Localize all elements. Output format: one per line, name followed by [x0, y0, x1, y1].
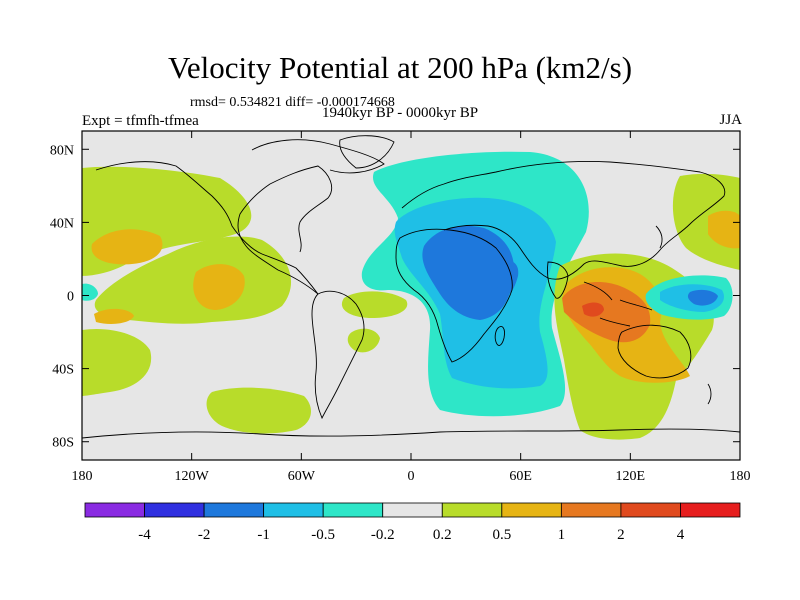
colorbar-swatch — [680, 502, 741, 518]
colorbar-swatch — [620, 502, 681, 518]
lat-tick-label: 80N — [50, 143, 74, 158]
colorbar-swatch — [441, 502, 503, 518]
lon-tick-label: 60W — [288, 469, 316, 484]
colorbar-level-label: -0.2 — [371, 527, 395, 543]
colorbar-level-label: 2 — [617, 527, 625, 543]
colorbar-swatch — [144, 502, 205, 518]
contour-southern-positive — [206, 387, 311, 434]
colorbar-level-label: -0.5 — [311, 527, 335, 543]
colorbar-swatch — [263, 502, 324, 518]
experiment-label: Expt = tfmfh-tfmea — [82, 113, 199, 129]
colorbar-swatch — [203, 502, 265, 518]
map-title: Velocity Potential at 200 hPa (km2/s) — [167, 50, 633, 85]
colorbar: -4 -2 -1 -0.5 -0.2 0.2 0.5 1 2 4 — [84, 502, 741, 543]
colorbar-swatch — [322, 502, 384, 518]
contour-indopacific-red — [582, 302, 604, 317]
lon-tick-label: 60E — [509, 469, 532, 484]
contour-africa-blue — [422, 225, 515, 320]
contour-wpacific-blue — [687, 289, 718, 306]
colorbar-level-label: 0.5 — [492, 527, 511, 543]
lat-tick-label: 40S — [52, 363, 74, 378]
longitude-axis: 180 120W 60W 0 60E 120E 180 — [72, 131, 751, 484]
lon-tick-label: 120W — [175, 469, 210, 484]
contour-npacific-orange — [91, 229, 163, 265]
colorbar-level-label: -4 — [138, 527, 151, 543]
colorbar-swatch — [560, 502, 622, 518]
contour-spacific-positive — [82, 328, 152, 396]
contour-field — [82, 131, 740, 460]
stats-text: rmsd= 0.534821 diff= -0.000174668 — [190, 95, 395, 110]
lat-tick-label: 0 — [67, 290, 74, 305]
contour-dateline-negative — [82, 283, 98, 301]
contour-epacific-orange — [193, 264, 245, 310]
contour-indopacific-darkorange — [562, 282, 651, 343]
colorbar-swatch — [84, 502, 145, 518]
period-label: 1940kyr BP - 0000kyr BP — [322, 105, 479, 121]
colorbar-level-label: -2 — [198, 527, 211, 543]
latitude-axis: 80N 40N 0 40S 80S — [50, 143, 740, 451]
lon-tick-label: 180 — [730, 469, 751, 484]
lat-tick-label: 40N — [50, 216, 74, 231]
colorbar-swatch — [501, 502, 562, 518]
contour-nwpacific-orange — [708, 210, 740, 249]
contour-epacific-positive — [94, 236, 292, 324]
lon-tick-label: 120E — [616, 469, 646, 484]
season-label: JJA — [719, 112, 742, 128]
lat-tick-label: 80S — [52, 436, 74, 451]
lon-tick-label: 0 — [408, 469, 415, 484]
colorbar-level-label: 1 — [558, 527, 566, 543]
colorbar-swatch — [382, 502, 443, 518]
lon-tick-label: 180 — [72, 469, 93, 484]
contour-samerica-positive — [341, 291, 408, 318]
colorbar-level-label: 4 — [677, 527, 685, 543]
coastlines — [82, 135, 740, 439]
colorbar-level-label: 0.2 — [433, 527, 452, 543]
contour-spacific-orange — [94, 308, 134, 324]
contour-arabia-blue — [497, 260, 519, 298]
colorbar-level-label: -1 — [257, 527, 270, 543]
contour-patagonia-positive — [347, 328, 380, 353]
